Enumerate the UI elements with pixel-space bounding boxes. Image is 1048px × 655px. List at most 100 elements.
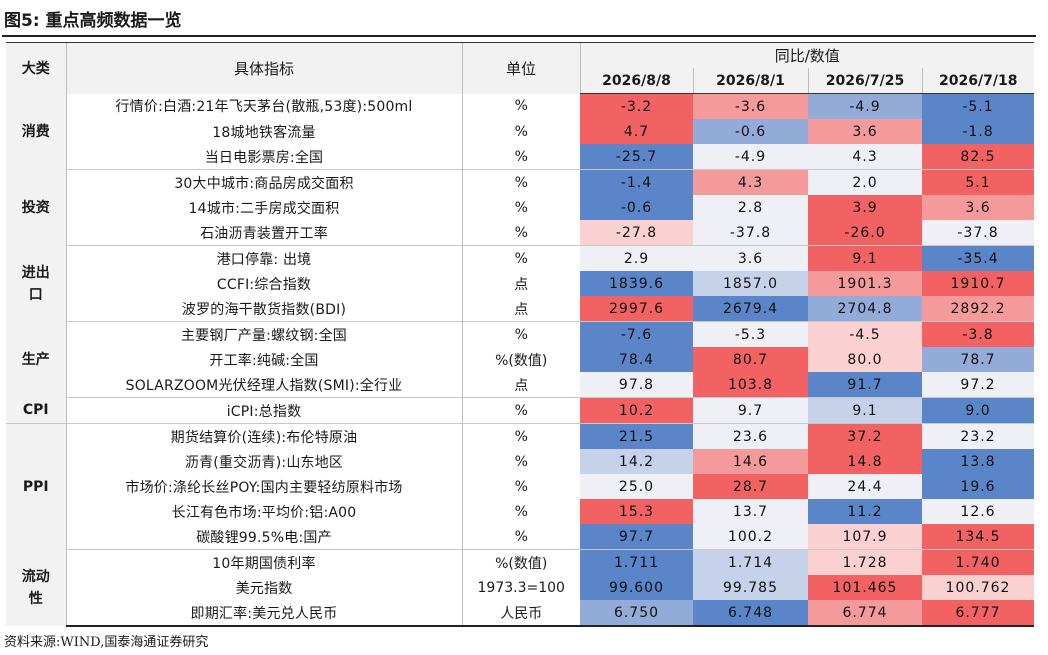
- unit-cell: %: [461, 449, 580, 474]
- value-cell: 6.748: [693, 600, 808, 627]
- value-cell: 1910.7: [922, 271, 1034, 296]
- value-cell: 100.762: [922, 575, 1034, 600]
- value-cell: 2679.4: [693, 296, 808, 322]
- table-body: 消费 行情价:白酒:21年飞天茅台(散瓶,53度):500ml% -3.2 -3.6-…: [6, 93, 1034, 627]
- unit-cell: %: [461, 195, 580, 220]
- value-cell: 2.8: [693, 195, 808, 220]
- table-row: 长江有色市场:平均价:铝:A00% 15.3 13.7 11.2 12.6: [6, 499, 1034, 524]
- value-cell: -4.9: [693, 144, 808, 170]
- value-cell: -3.2: [580, 93, 693, 119]
- header-category: 大类: [6, 42, 66, 94]
- category-cell: 进出口: [6, 245, 66, 322]
- unit-cell: %: [461, 321, 580, 347]
- value-cell: -0.6: [693, 119, 808, 144]
- table-row: 消费 行情价:白酒:21年飞天茅台(散瓶,53度):500ml% -3.2 -3.6-…: [6, 93, 1034, 170]
- unit-cell: %: [461, 220, 580, 246]
- value-cell: -1.4: [580, 169, 693, 195]
- title-rule: [2, 35, 1036, 37]
- value-cell: 3.6: [808, 119, 922, 144]
- table-row: 进出口 港口停靠: 出境% 2.9 3.6 9.1 -35.4: [6, 245, 1034, 322]
- value-cell: 6.777: [922, 600, 1034, 627]
- value-cell: -4.9: [808, 93, 922, 119]
- value-cell: 4.3: [808, 144, 922, 170]
- unit-cell: %: [461, 119, 580, 144]
- value-cell: 107.9: [808, 524, 922, 550]
- unit-cell: 人民币: [461, 600, 580, 627]
- value-cell: -25.7: [580, 144, 693, 170]
- table-row: 石油沥青装置开工率% -27.8 -37.8 -26.0 -37.8: [6, 220, 1034, 246]
- value-cell: 103.8: [693, 372, 808, 398]
- value-cell: 5.1: [922, 169, 1034, 195]
- value-cell: -1.8: [922, 119, 1034, 144]
- value-cell: 1.728: [808, 549, 922, 575]
- unit-cell: %: [461, 499, 580, 524]
- value-cell: 91.7: [808, 372, 922, 398]
- value-cell: 6.750: [580, 600, 693, 627]
- value-cell: -3.6: [693, 93, 808, 119]
- value-cell: 11.2: [808, 499, 922, 524]
- table-row: 碳酸锂99.5%电:国产% 97.7 100.2 107.9 134.5: [6, 524, 1034, 550]
- indicator-name: 期货结算价(连续):布伦特原油: [65, 423, 462, 449]
- value-cell: -5.1: [922, 93, 1034, 119]
- unit-cell: %: [461, 524, 580, 550]
- value-cell: 97.2: [922, 372, 1034, 398]
- value-cell: 15.3: [580, 499, 693, 524]
- indicator-name: 14城市:二手房成交面积: [65, 195, 462, 220]
- header-indicator: 具体指标: [65, 42, 462, 94]
- value-cell: 14.2: [580, 449, 693, 474]
- value-cell: 14.6: [693, 449, 808, 474]
- value-cell: 9.1: [808, 245, 922, 271]
- indicator-name: 港口停靠: 出境: [65, 245, 462, 271]
- indicator-name: 长江有色市场:平均价:铝:A00: [65, 499, 462, 524]
- value-cell: 1901.3: [808, 271, 922, 296]
- table-row: 当日电影票房:全国% -25.7 -4.9 4.3 82.5: [6, 144, 1034, 170]
- unit-cell: %: [461, 169, 580, 195]
- indicator-name: 10年期国债利率: [65, 549, 462, 575]
- figure-title: 图5: 重点高频数据一览: [4, 11, 182, 31]
- value-cell: -27.8: [580, 220, 693, 246]
- value-cell: 2.0: [808, 169, 922, 195]
- table-row: 沥青(重交沥青):山东地区% 14.2 14.6 14.8 13.8: [6, 449, 1034, 474]
- unit-cell: %: [461, 144, 580, 170]
- value-cell: 2892.2: [922, 296, 1034, 322]
- category-cell: 投资: [6, 169, 66, 246]
- table-row: 投资 30大中城市:商品房成交面积% -1.4 4.3 2.0 5.1: [6, 169, 1034, 246]
- indicator-name: 即期汇率:美元兑人民币: [65, 600, 462, 627]
- table-row: 流动性 10年期国债利率 %(数值) 1.711 1.714 1.728 1.740: [6, 549, 1034, 626]
- header-group: 同比/数值: [579, 42, 1034, 68]
- value-cell: 78.7: [922, 347, 1034, 372]
- value-cell: 9.0: [922, 397, 1034, 424]
- value-cell: 2997.6: [580, 296, 693, 322]
- value-cell: -7.6: [580, 321, 693, 347]
- value-cell: 82.5: [922, 144, 1034, 170]
- value-cell: 3.9: [808, 195, 922, 220]
- category-cell: PPI: [6, 423, 66, 550]
- indicator-name: 沥青(重交沥青):山东地区: [65, 449, 462, 474]
- indicator-name: 开工率:纯碱:全国: [65, 347, 462, 372]
- value-cell: 28.7: [693, 474, 808, 499]
- value-cell: 14.8: [808, 449, 922, 474]
- category-cell: CPI: [6, 397, 66, 424]
- value-cell: -3.8: [922, 321, 1034, 347]
- value-cell: 134.5: [922, 524, 1034, 550]
- indicator-name: 当日电影票房:全国: [65, 144, 462, 170]
- table-row: 开工率:纯碱:全国 %(数值) 78.4 80.7 80.0 78.7: [6, 347, 1034, 372]
- value-cell: 2.9: [580, 245, 693, 271]
- value-cell: 80.7: [693, 347, 808, 372]
- value-cell: 78.4: [580, 347, 693, 372]
- value-cell: 100.2: [693, 524, 808, 550]
- high-frequency-data-table: 大类 具体指标 单位 同比/数值 2026/8/8 2026/8/1 2026/…: [6, 42, 1034, 627]
- value-cell: 99.600: [580, 575, 693, 600]
- indicator-name: 行情价:白酒:21年飞天茅台(散瓶,53度):500ml: [65, 93, 462, 119]
- unit-cell: 1973.3=100: [461, 575, 580, 600]
- value-cell: -4.5: [808, 321, 922, 347]
- value-cell: 3.6: [693, 245, 808, 271]
- table-row: 美元指数 1973.3=100 99.600 99.785 101.465 100.762: [6, 575, 1034, 600]
- source-note: 资料来源:WIND,国泰海通证券研究: [4, 635, 209, 650]
- value-cell: -35.4: [922, 245, 1034, 271]
- unit-cell: 点: [461, 271, 580, 296]
- indicator-name: 市场价:涤纶长丝POY:国内主要轻纺原料市场: [65, 474, 462, 499]
- category-cell: 生产: [6, 321, 66, 398]
- header-unit: 单位: [461, 42, 580, 94]
- table-row: 14城市:二手房成交面积% -0.6 2.8 3.9 3.6: [6, 195, 1034, 220]
